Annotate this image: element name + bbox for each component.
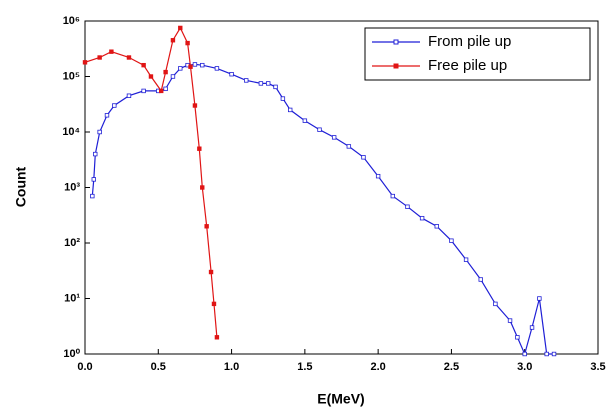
data-point (97, 55, 102, 60)
x-tick-label: 2.5 (444, 361, 459, 373)
y-tick-label: 10² (64, 237, 80, 249)
data-point (544, 351, 549, 357)
x-tick-label: 1.0 (224, 361, 239, 373)
data-point (258, 81, 264, 86)
data-point (211, 301, 217, 307)
data-point (90, 193, 95, 199)
x-tick-label: 3.0 (517, 361, 532, 373)
data-point (109, 49, 114, 54)
data-point (126, 55, 132, 60)
data-point (141, 88, 146, 94)
data-point (317, 127, 322, 132)
legend-label: From pile up (428, 33, 511, 50)
y-tick-label: 10⁶ (63, 15, 80, 27)
data-point (361, 155, 366, 160)
data-point (331, 135, 337, 140)
legend (364, 27, 591, 81)
data-point (97, 129, 102, 135)
data-point (178, 66, 183, 71)
data-point (91, 177, 96, 182)
x-tick-label: 1.5 (297, 361, 312, 373)
data-point (82, 60, 88, 65)
data-point (214, 66, 220, 71)
y-tick-label: 10¹ (64, 292, 80, 304)
legend-marker (393, 39, 399, 45)
data-point (192, 103, 198, 108)
data-point (419, 215, 425, 221)
x-tick-label: 0.5 (151, 361, 166, 373)
data-point (104, 113, 110, 118)
data-point (170, 38, 176, 43)
data-point (93, 151, 98, 157)
data-point (280, 96, 286, 101)
data-point (537, 296, 542, 301)
data-point (273, 84, 278, 90)
data-point (126, 93, 132, 98)
data-point (266, 81, 271, 86)
data-point (244, 78, 249, 83)
data-point (204, 224, 209, 229)
data-point (463, 257, 469, 262)
data-point (515, 335, 520, 340)
data-point (529, 325, 535, 330)
series-line (91, 63, 554, 356)
data-point (112, 103, 117, 108)
x-tick-label: 2.0 (370, 361, 385, 373)
y-tick-label: 10⁵ (63, 70, 80, 82)
data-point (405, 204, 410, 209)
y-tick-label: 10⁰ (63, 348, 80, 360)
data-point (197, 146, 202, 151)
data-point (141, 62, 146, 68)
data-point (200, 62, 205, 68)
data-point (188, 64, 193, 69)
data-point (287, 107, 293, 113)
data-point (163, 69, 168, 75)
legend-marker (393, 63, 399, 69)
data-point (200, 185, 205, 190)
data-point (449, 238, 454, 243)
data-point (159, 88, 164, 94)
data-point (493, 301, 498, 307)
data-point (302, 118, 308, 123)
data-point (208, 269, 214, 275)
data-point (148, 74, 154, 79)
data-point (434, 224, 439, 229)
data-point (390, 193, 395, 199)
data-point (522, 351, 527, 357)
y-tick-label: 10⁴ (62, 126, 80, 138)
y-tick-label: 10³ (64, 181, 80, 193)
data-point (375, 173, 381, 179)
data-point (229, 72, 234, 77)
x-tick-label: 3.5 (590, 361, 605, 373)
legend-label: Free pile up (428, 57, 507, 74)
data-point (346, 144, 352, 149)
data-point (192, 62, 198, 67)
x-tick-label: 0.0 (77, 361, 92, 373)
data-point (214, 335, 220, 340)
data-point (185, 40, 190, 46)
data-point (507, 318, 513, 323)
data-point (178, 25, 183, 31)
data-point (478, 277, 483, 282)
data-point (551, 351, 557, 357)
y-axis-label: Count (13, 166, 29, 207)
data-point (163, 86, 168, 92)
x-axis-label: E(MeV) (317, 391, 364, 407)
data-point (170, 74, 176, 79)
